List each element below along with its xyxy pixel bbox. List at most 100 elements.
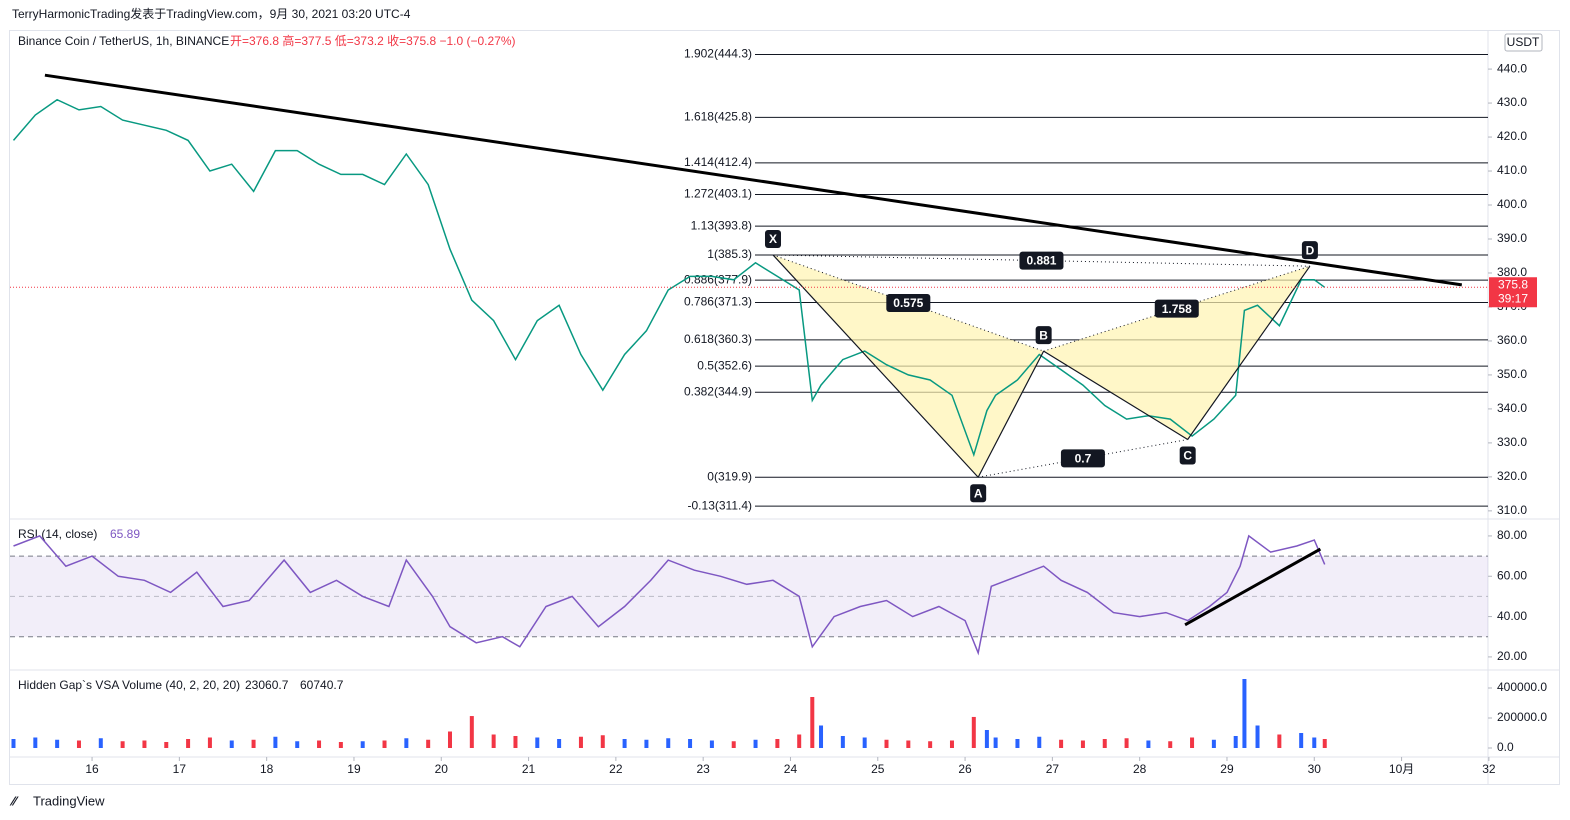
fib-label: 0.786(371.3) (684, 295, 752, 309)
volume-bar (33, 737, 38, 748)
x-tick-label: 27 (1046, 762, 1060, 776)
pattern-point (1035, 326, 1052, 345)
pattern-fill (773, 254, 1044, 478)
y-tick-label: 0.0 (1497, 740, 1514, 754)
volume-bar (1102, 739, 1107, 748)
pattern-point (1301, 241, 1318, 260)
fib-label: 1.414(412.4) (684, 155, 752, 169)
volume-bar (55, 739, 60, 748)
volume-bar (404, 738, 409, 748)
volume-bar (273, 736, 278, 748)
series-line (13, 534, 1326, 656)
y-tick-label: 440.0 (1497, 61, 1527, 75)
x-tick-label: 24 (784, 762, 798, 776)
pattern-fill (1043, 266, 1310, 440)
fib-label: 0.382(344.9) (684, 384, 752, 398)
y-tick-label: 200000.0 (1497, 710, 1547, 724)
ratio-badge (1060, 449, 1105, 468)
currency[interactable]: USDT (1507, 35, 1540, 49)
volume-bar (1255, 725, 1260, 748)
x-tick-label: 28 (1133, 762, 1147, 776)
y-tick-label: 410.0 (1497, 163, 1527, 177)
x-tick-label: 17 (173, 762, 187, 776)
fib-label: 1.272(403.1) (684, 187, 752, 201)
volume-bar (819, 725, 824, 748)
pattern-point (970, 484, 987, 503)
volume-bar (251, 739, 256, 748)
volume-bar (382, 740, 387, 748)
volume-bar (1146, 740, 1151, 748)
volume-bar (1299, 733, 1304, 748)
volume-bar (949, 740, 954, 748)
y-tick-label: 60.00 (1497, 568, 1527, 582)
volume-bar (1059, 739, 1064, 748)
countdown: 39:17 (1498, 291, 1528, 305)
volume-bar (709, 740, 714, 748)
volume-bar (164, 742, 169, 748)
fib-label: 1.902(444.3) (684, 47, 752, 61)
x-tick-label: 32 (1482, 762, 1496, 776)
pattern-leg (1187, 265, 1311, 440)
volume-bar (1233, 736, 1238, 748)
pattern-point-label: C (1183, 449, 1192, 463)
volume-bar (688, 739, 693, 748)
volume-bar (884, 739, 889, 748)
volume-bar (810, 697, 815, 748)
fib-label: 1.618(425.8) (684, 110, 752, 124)
x-tick-label: 10月 (1389, 762, 1414, 776)
fib-label: 1.13(393.8) (691, 218, 752, 232)
fib-label: -0.13(311.4) (688, 498, 752, 512)
pattern-point (1179, 446, 1196, 465)
volume-bar (622, 739, 627, 748)
volume-bar (993, 737, 998, 748)
logo-mark: ⁄⁄ (9, 793, 19, 808)
volume-bar (491, 734, 496, 748)
series-line (12, 98, 1326, 458)
volume-bar (971, 716, 976, 748)
volume-bar (513, 736, 518, 748)
volume-bar (1190, 737, 1195, 748)
y-tick-label: 400000.0 (1497, 680, 1547, 694)
ratio-badge (1154, 299, 1199, 318)
volume-bar (1312, 737, 1317, 748)
volume-title: Hidden Gap`s VSA Volume (40, 2, 20, 20) (18, 678, 240, 692)
y-tick-label: 20.00 (1497, 649, 1527, 663)
last-price-badge (1489, 277, 1537, 308)
y-tick-label: 310.0 (1497, 503, 1527, 517)
x-tick-label: 16 (85, 762, 99, 776)
volume-bar (11, 739, 16, 748)
pattern-leg (1043, 350, 1188, 441)
x-tick-label: 25 (871, 762, 885, 776)
x-tick-label: 19 (347, 762, 361, 776)
volume-bar (557, 739, 562, 748)
ratio-badge (1019, 251, 1064, 270)
volume-bar (295, 741, 300, 748)
ratio-badge (886, 294, 931, 313)
brand: TradingView (33, 793, 105, 808)
y-tick-label: 40.00 (1497, 609, 1527, 623)
volume-bar (317, 740, 322, 748)
trendline (1184, 547, 1322, 627)
volume-bar (840, 736, 845, 748)
x-tick-label: 18 (260, 762, 274, 776)
last-price-label: 375.8 (1498, 277, 1528, 291)
x-tick-label: 30 (1308, 762, 1322, 776)
y-tick-label: 400.0 (1497, 197, 1527, 211)
pattern-ratio-leg (1043, 265, 1311, 352)
volume-bar (207, 737, 212, 748)
pattern-leg (977, 350, 1045, 478)
fib-label: 1(385.3) (707, 247, 752, 261)
pattern-point (765, 229, 782, 248)
currency-box[interactable] (1504, 33, 1543, 52)
frame (9, 30, 1560, 785)
volume-bar (578, 736, 583, 748)
author-line: TerryHarmonicTrading发表于TradingView.com，9… (12, 6, 411, 21)
volume-bar (753, 739, 758, 748)
y-tick-label: 380.0 (1497, 265, 1527, 279)
volume-bar (1015, 739, 1020, 748)
volume-bar (186, 739, 191, 748)
volume-value: 23060.7 (245, 678, 289, 692)
volume-bar (360, 741, 365, 748)
y-tick-label: 390.0 (1497, 231, 1527, 245)
quote: 开=376.8 高=377.5 低=373.2 收=375.8 −1.0 (−0… (230, 33, 516, 48)
